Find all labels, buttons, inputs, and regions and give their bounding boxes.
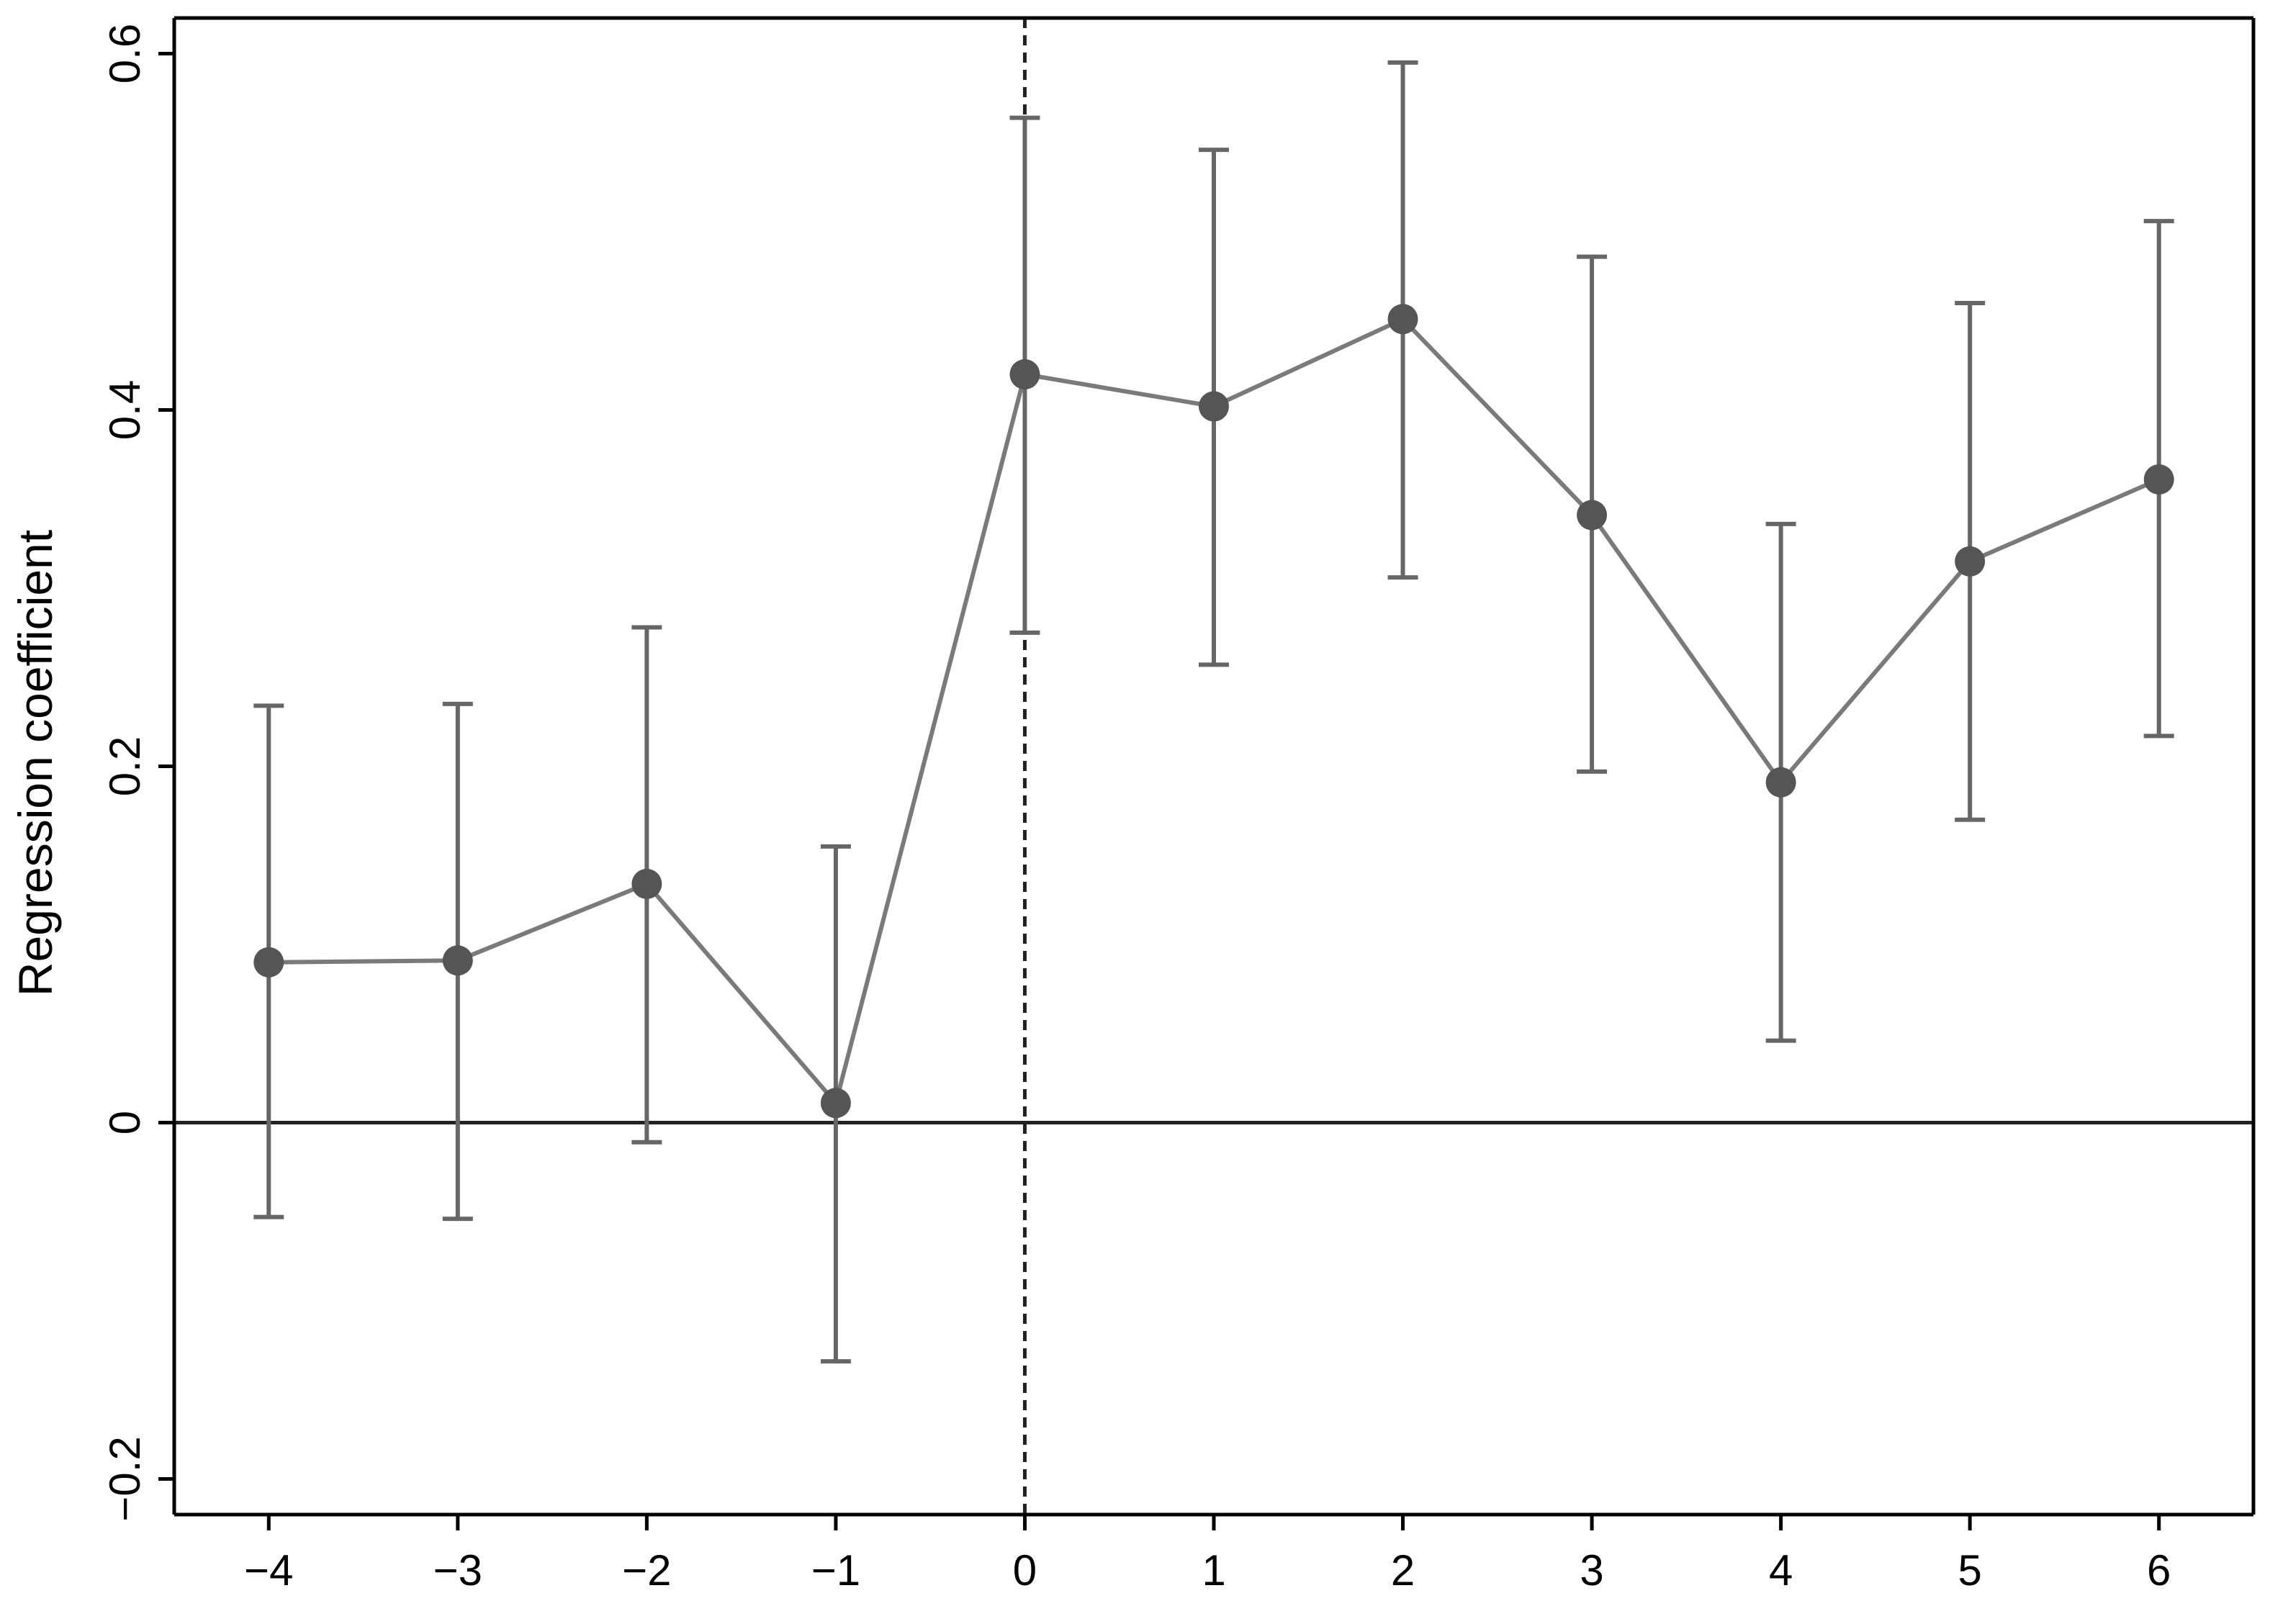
coefficient-point-5 (1199, 391, 1229, 422)
y-tick-label-2: 0.2 (101, 736, 149, 796)
y-axis-label: Regression coefficient (9, 530, 62, 996)
coefficient-point-6 (1387, 304, 1418, 335)
x-tick-label-1: −3 (433, 1546, 482, 1594)
coefficient-point-0 (253, 947, 284, 978)
x-tick-label-9: 5 (1958, 1546, 1981, 1594)
coefficient-point-4 (1009, 359, 1040, 389)
x-tick-label-5: 1 (1202, 1546, 1225, 1594)
y-tick-label-0: −0.2 (101, 1436, 149, 1521)
x-tick-label-2: −2 (622, 1546, 671, 1594)
coefficient-point-3 (820, 1088, 851, 1119)
x-tick-label-6: 2 (1391, 1546, 1415, 1594)
y-tick-label-4: 0.6 (101, 24, 149, 84)
y-tick-label-1: 0 (101, 1111, 149, 1134)
coefficient-point-8 (1765, 767, 1796, 798)
x-tick-label-7: 3 (1580, 1546, 1603, 1594)
coefficient-point-10 (2143, 464, 2174, 495)
y-tick-label-3: 0.4 (101, 380, 149, 440)
x-tick-label-3: −1 (811, 1546, 860, 1594)
coefficient-point-7 (1577, 500, 1608, 531)
coefficient-point-1 (442, 945, 473, 976)
x-tick-label-4: 0 (1013, 1546, 1037, 1594)
coefficient-point-2 (631, 868, 662, 899)
x-tick-label-8: 4 (1769, 1546, 1793, 1594)
x-tick-label-10: 6 (2147, 1546, 2171, 1594)
x-tick-label-0: −4 (244, 1546, 293, 1594)
coefficient-point-9 (1955, 546, 1986, 577)
